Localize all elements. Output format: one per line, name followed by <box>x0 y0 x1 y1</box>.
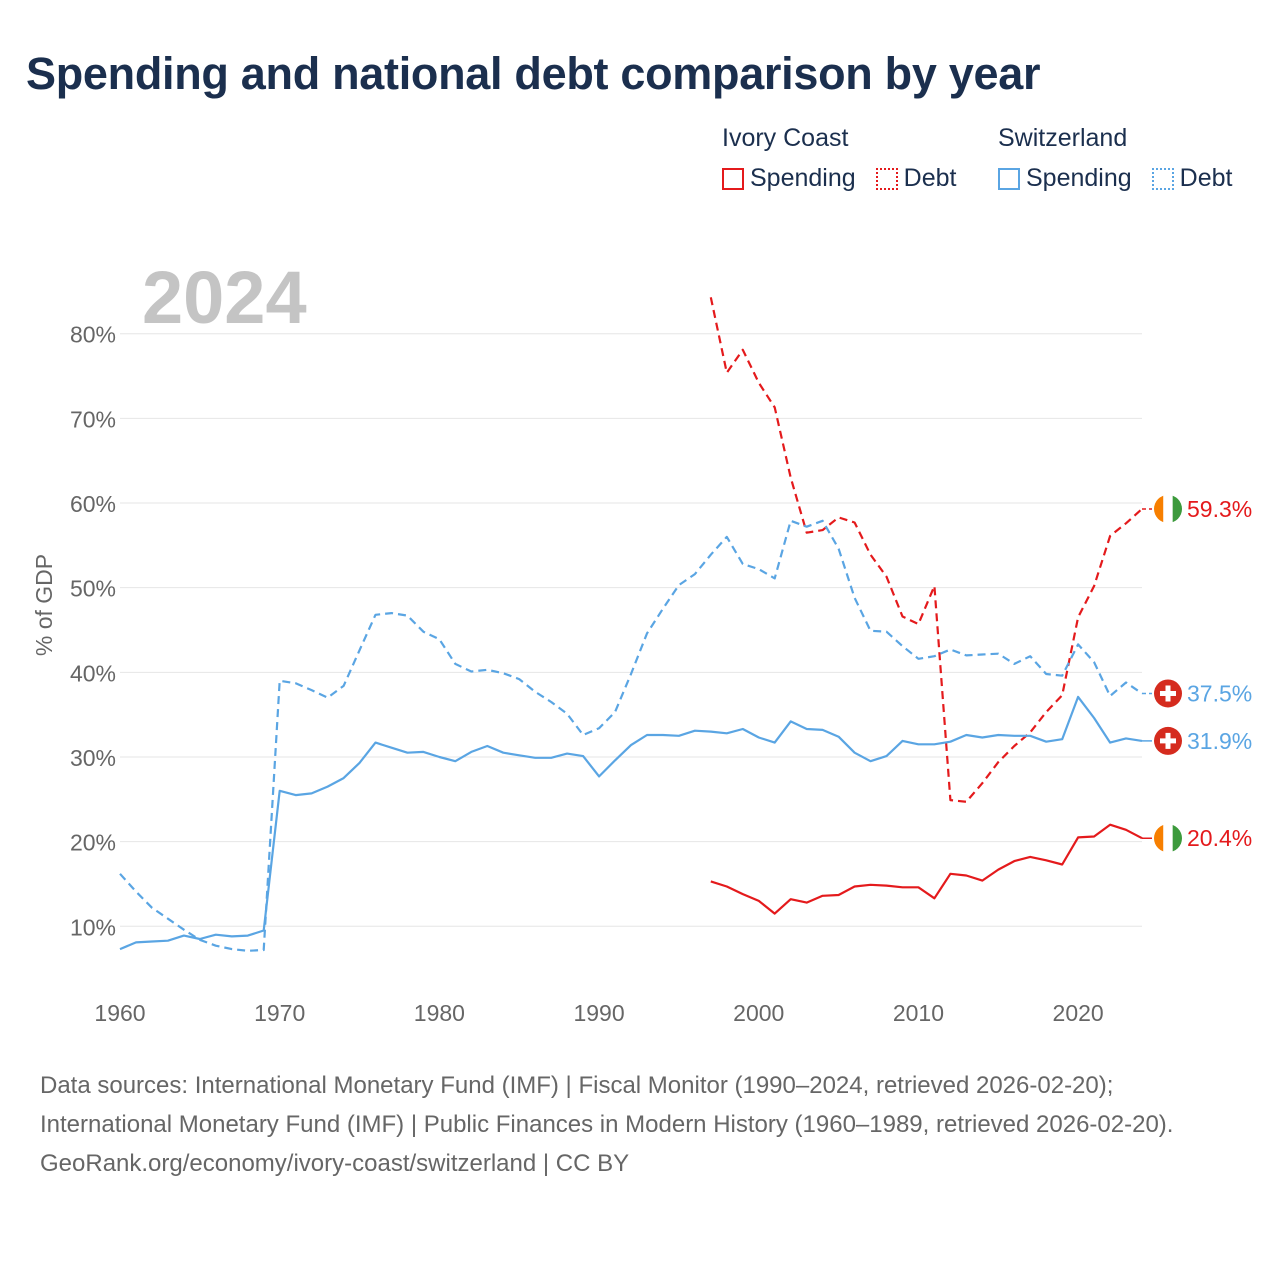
legend-item-ivory-coast-debt[interactable]: Debt <box>875 164 957 193</box>
legend-label: Debt <box>903 164 957 192</box>
x-tick-label: 2010 <box>893 1000 944 1026</box>
y-tick-label: 60% <box>70 491 116 517</box>
flag-switzerland-cross <box>1160 738 1176 744</box>
legend-swatch-solid <box>722 167 744 190</box>
end-value-label: 31.9% <box>1187 728 1252 754</box>
flag-ivory-coast-stripe <box>1172 494 1182 523</box>
x-tick-label: 1980 <box>414 1000 465 1026</box>
legend-swatch-dotted <box>875 167 898 190</box>
flag-ivory-coast-icon <box>1154 494 1164 523</box>
data-sources: Data sources: International Monetary Fun… <box>40 1072 1174 1138</box>
flag-ivory-coast-stripe <box>1163 824 1173 853</box>
series-line-ivory-coast-debt <box>709 297 1143 803</box>
flag-ivory-coast-stripe <box>1172 824 1182 853</box>
series-line-ivory-coast-spending <box>710 823 1143 915</box>
legend-swatch-solid <box>998 167 1020 190</box>
legend-swatch-dotted <box>1151 167 1174 190</box>
y-tick-label: 10% <box>70 914 116 940</box>
flag-ivory-coast-icon <box>1154 824 1164 853</box>
legend-item-ivory-coast-spending[interactable]: Spending <box>722 164 856 193</box>
y-axis-label: % of GDP <box>31 554 57 656</box>
y-tick-label: 50% <box>70 576 116 602</box>
flag-ivory-coast-stripe <box>1163 494 1173 523</box>
series-line-switzerland-debt <box>119 519 1143 952</box>
legend-label: Spending <box>750 164 856 192</box>
x-tick-label: 2020 <box>1053 1000 1104 1026</box>
legend-item-switzerland-spending[interactable]: Spending <box>998 164 1132 193</box>
x-tick-label: 1990 <box>573 1000 624 1026</box>
chart-title: Spending and national debt comparison by… <box>26 48 1041 99</box>
x-tick-label: 1960 <box>94 1000 145 1026</box>
y-tick-label: 70% <box>70 406 116 432</box>
legend-switzerland: Switzerland Spending Debt <box>998 124 1232 193</box>
legend-ivory-coast: Ivory Coast Spending Debt <box>722 124 976 193</box>
x-tick-label: 1970 <box>254 1000 305 1026</box>
end-value-label: 20.4% <box>1187 825 1252 851</box>
y-tick-label: 40% <box>70 660 116 686</box>
end-value-label: 37.5% <box>1187 680 1252 706</box>
y-tick-label: 30% <box>70 745 116 771</box>
year-watermark: 2024 <box>142 256 307 339</box>
footer: Data sources: International Monetary Fun… <box>40 1066 1240 1183</box>
line-chart: 10% 20% 30% 40% 50% 60% 70% 80% 1960 1970 1980 1990… <box>31 256 1252 1026</box>
attribution-link[interactable]: GeoRank.org/economy/ivory-coast/switzerl… <box>40 1150 630 1177</box>
x-tick-label: 2000 <box>733 1000 784 1026</box>
y-tick-label: 80% <box>70 322 116 348</box>
legend-label: Spending <box>1026 164 1132 192</box>
legend-group-name-ivory-coast: Ivory Coast <box>722 124 849 152</box>
y-tick-label: 20% <box>70 830 116 856</box>
legend-group-name-switzerland: Switzerland <box>998 124 1128 152</box>
legend-item-switzerland-debt[interactable]: Debt <box>1151 164 1233 193</box>
series-line-switzerland-spending <box>119 695 1143 951</box>
flag-switzerland-cross <box>1160 690 1176 696</box>
legend-label: Debt <box>1179 164 1233 192</box>
end-value-label: 59.3% <box>1187 496 1252 522</box>
